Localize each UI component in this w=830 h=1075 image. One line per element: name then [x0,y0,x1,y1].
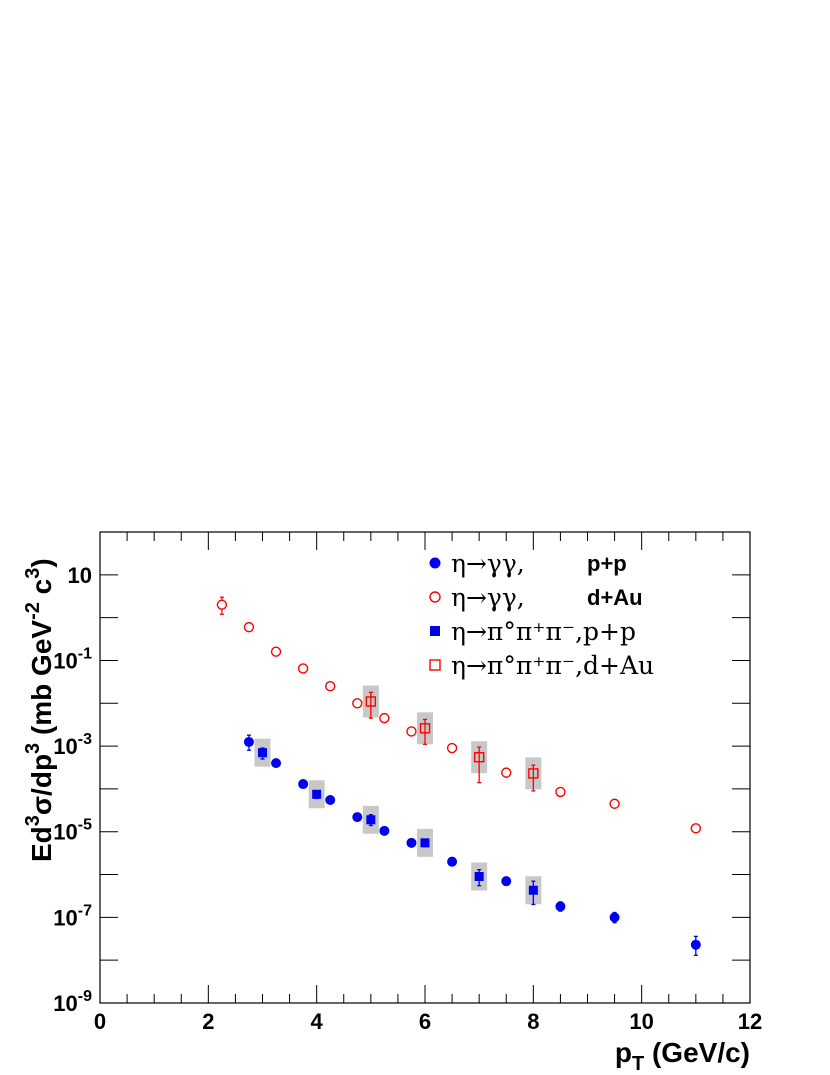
y-tick-label: 10-9 [53,988,92,1016]
data-point [528,885,538,895]
series-1 [216,596,702,834]
x-tick-label: 2 [202,1009,214,1034]
legend-label: η→γγ, [451,549,525,578]
data-point [555,901,566,912]
data-point [609,798,620,809]
plot-frame [99,531,751,1004]
series-3 [365,691,539,792]
legend-marker [429,659,441,671]
y-axis-title: Ed3σ/dp3 (mb GeV-2 c3) [22,558,57,862]
data-point [609,912,620,923]
data-point [690,939,701,950]
data-point [379,825,390,836]
x-tick-label: 8 [527,1009,539,1034]
legend: η→γγ, p+p η→γγ, d+Au η→π°π⁺π⁻,p+p η→π°π⁺π⁻,d+… [429,549,654,680]
x-axis: 0 2 4 6 8 10 12 [94,532,762,1034]
legend-entry: η→γγ, p+p [429,549,627,578]
data-point [447,856,458,867]
x-tick-label: 12 [738,1009,762,1034]
legend-system-label: p+p [587,551,627,576]
data-point [258,748,267,758]
data-point [474,872,484,882]
plot-area-border [99,531,751,1004]
data-point [473,752,485,763]
series-2 [258,747,538,906]
legend-system-label: d+Au [587,585,643,610]
legend-marker [429,591,441,603]
data-point [297,663,309,674]
y-tick-label: 10 [68,563,92,588]
data-point [379,712,390,724]
legend-entry: η→π°π⁺π⁻,d+Au [429,651,654,680]
data-point [325,681,336,692]
y-tick-label: 10-5 [53,817,92,845]
data-point [352,812,363,823]
data-point [501,767,512,778]
data-point [365,696,377,707]
series-0 [243,734,701,956]
legend-label: η→π°π⁺π⁻,p+p [451,617,636,646]
legend-marker [429,557,441,569]
x-axis-title: pT (GeV/c) [615,1037,750,1075]
data-point [352,698,363,709]
data-point [366,815,376,825]
data-point [690,823,702,834]
x-tick-label: 4 [311,1009,324,1034]
y-tick-label: 10-7 [53,902,92,930]
data-point [446,742,458,754]
data-point [298,779,309,790]
y-tick-label: 10-1 [53,645,92,673]
data-point [270,646,282,657]
data-point [406,726,417,737]
legend-label: η→π°π⁺π⁻,d+Au [451,651,654,680]
legend-label: η→γγ, [451,583,525,612]
x-tick-label: 10 [629,1009,653,1034]
x-tick-label: 6 [419,1009,431,1034]
x-tick-label: 0 [94,1009,106,1034]
data-marks [216,596,702,956]
data-point [501,876,512,887]
data-point [216,599,228,610]
data-point [243,736,254,747]
y-tick-label: 10-3 [53,731,92,759]
legend-entry: η→π°π⁺π⁻,p+p [430,617,636,646]
data-point [271,758,282,769]
data-point [243,621,255,633]
data-point [406,837,417,848]
y-axis: 10 10-1 10-3 10-5 10-7 10-9 [53,531,750,1016]
legend-entry: η→γγ, d+Au [429,583,643,612]
data-point [312,789,322,799]
data-point [325,795,336,806]
data-point [419,723,431,734]
data-point [555,786,566,798]
legend-marker [430,626,440,636]
data-point [528,768,539,779]
data-point [420,838,430,848]
